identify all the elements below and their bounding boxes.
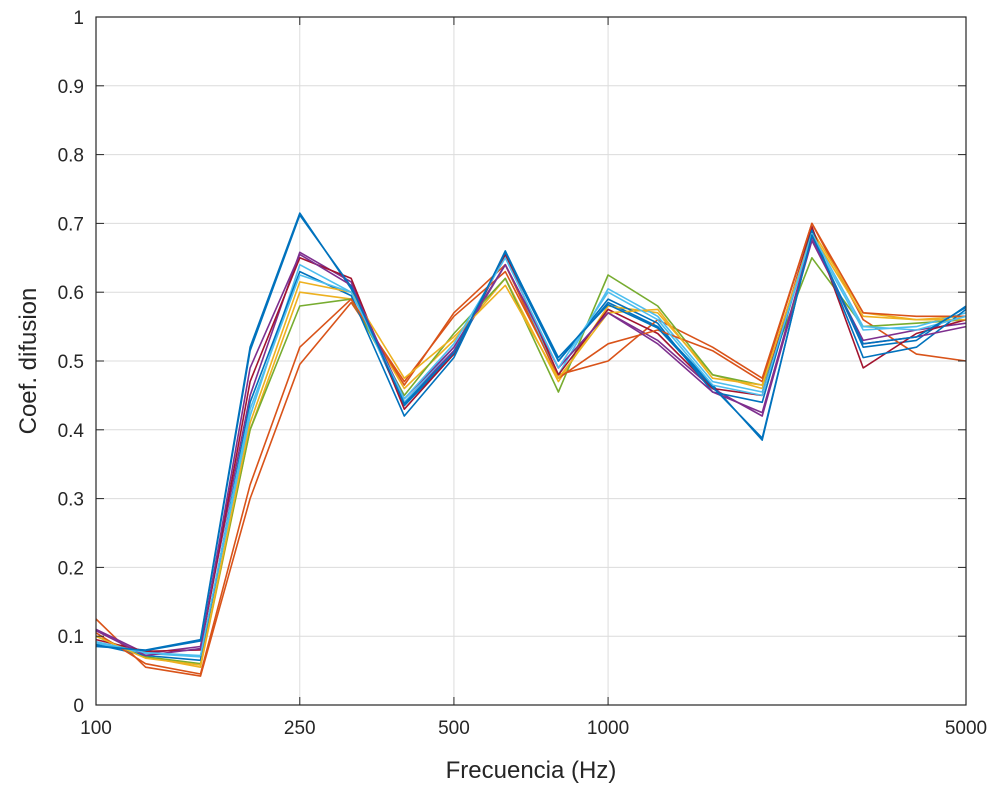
y-tick-label: 1	[73, 8, 84, 29]
x-tick-label: 250	[284, 718, 316, 739]
series-line-9	[95, 222, 966, 675]
x-axis-label: Frecuencia (Hz)	[446, 757, 617, 784]
series-line-5	[95, 256, 967, 665]
series-line-10	[95, 232, 966, 666]
x-tick-label: 500	[438, 718, 470, 739]
series-line-12	[95, 232, 967, 657]
y-tick-label: 0.2	[58, 558, 84, 579]
y-tick-label: 0.6	[58, 283, 84, 304]
y-axis-label: Coef. difusion	[15, 288, 42, 435]
x-axis: 100 250 500 1000 5000	[80, 17, 987, 739]
y-tick-label: 0.1	[58, 627, 84, 648]
y-tick-label: 0.8	[58, 146, 84, 167]
series-lines	[95, 212, 967, 677]
x-tick-label: 5000	[945, 718, 987, 739]
y-tick-label: 0.5	[58, 352, 84, 373]
x-tick-label: 1000	[587, 718, 629, 739]
y-tick-label: 0.7	[58, 214, 84, 235]
y-tick-label: 0	[73, 696, 84, 717]
y-tick-label: 0.9	[58, 77, 84, 98]
x-tick-label: 100	[80, 718, 112, 739]
y-axis: 0 0.1 0.2 0.3 0.4 0.5 0.6 0.7 0.8 0.9 1	[58, 8, 966, 717]
y-tick-label: 0.4	[58, 421, 85, 442]
y-tick-label: 0.3	[58, 490, 84, 511]
series-line-13	[95, 214, 967, 652]
